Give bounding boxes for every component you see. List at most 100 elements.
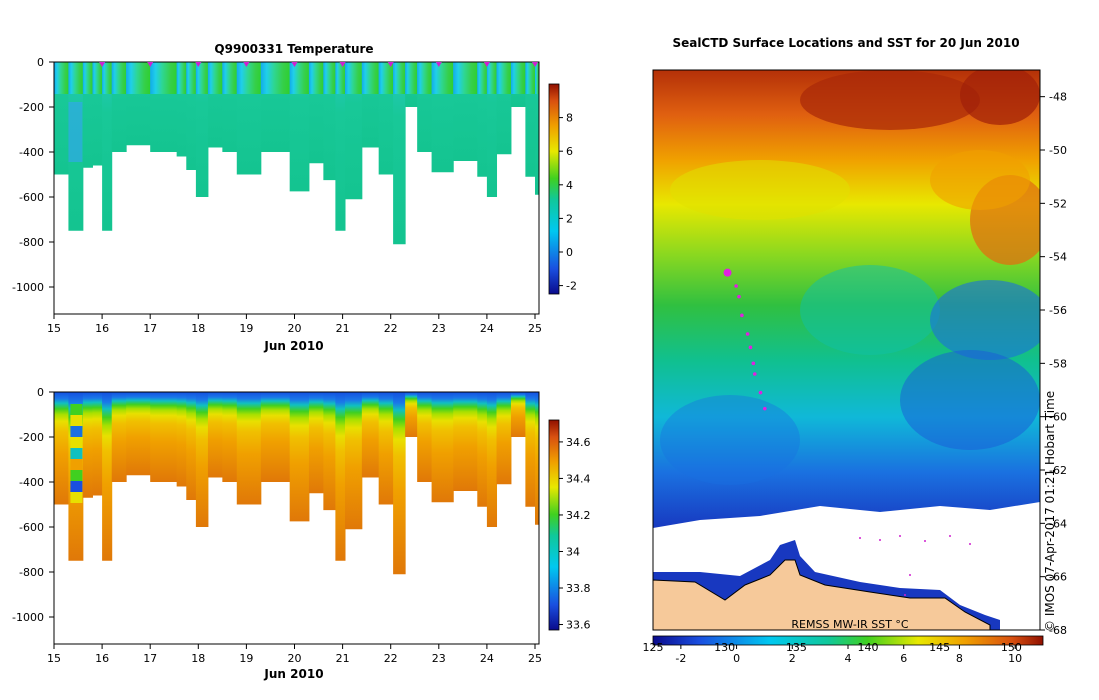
seal-track-point	[748, 345, 753, 350]
temperature-profile-column	[186, 62, 197, 170]
temperature-profile-column	[335, 62, 346, 231]
salinity-anomaly-cell	[70, 481, 83, 492]
sst-warm-patch	[670, 160, 850, 220]
colorbar-tick-label: 34	[566, 545, 580, 558]
x-tick-label: 18	[191, 322, 205, 335]
x-tick-label: 23	[432, 652, 446, 665]
temperature-surface-layer	[186, 62, 197, 94]
lon-tick-label: 145	[929, 641, 950, 654]
salinity-anomaly-cell	[70, 415, 83, 426]
sst-colorbar-tick-label: -2	[675, 652, 686, 665]
temperature-surface-layer	[496, 62, 512, 94]
salinity-colorbar-ticks: 33.6 33.8 34 34.2 34.4 34.6	[559, 436, 591, 632]
salinity-profile-column	[417, 392, 433, 482]
colorbar-tick-label: 6	[566, 145, 573, 158]
sst-cool-patch	[930, 280, 1040, 360]
salinity-profile-column	[82, 392, 93, 498]
y-tick-label: -600	[19, 521, 44, 534]
colorbar-tick-label: 8	[566, 112, 573, 125]
x-tick-label: 18	[191, 652, 205, 665]
temperature-surface-layer	[393, 62, 406, 94]
salinity-anomaly-cell	[70, 470, 83, 481]
temperature-field	[54, 62, 540, 245]
ice-point	[949, 535, 951, 537]
seal-track	[723, 268, 767, 411]
lat-tick-label: -66	[1049, 571, 1067, 584]
temperature-surface-layer	[54, 62, 69, 94]
salinity-profile-column	[345, 392, 363, 530]
ice-point	[879, 539, 881, 541]
temperature-surface-layer	[260, 62, 291, 94]
temperature-profile-column	[477, 62, 488, 177]
x-tick-label: 19	[239, 322, 253, 335]
sst-map-frame	[652, 69, 1041, 631]
lon-tick-label: 140	[858, 641, 879, 654]
colorbar-tick-label: 2	[566, 212, 573, 225]
salinity-anomaly-cell	[70, 492, 83, 503]
salinity-profile-column	[111, 392, 127, 482]
cold-intrusion	[68, 102, 83, 162]
temperature-profile-column	[176, 62, 187, 157]
seal-track-point	[737, 294, 741, 299]
lon-tick-label: 150	[1001, 641, 1022, 654]
x-tick-label: 25	[528, 652, 542, 665]
salinity-anomaly-cell	[70, 426, 83, 437]
salinity-y-axis: 0 -200 -400 -600 -800 -1000	[12, 386, 54, 624]
salinity-profile-column	[54, 392, 69, 505]
lon-tick-label: 130	[714, 641, 735, 654]
sst-map-title: SealCTD Surface Locations and SST for 20…	[672, 36, 1019, 50]
colorbar-tick-label: 33.6	[566, 619, 591, 632]
salinity-profile-column	[525, 392, 536, 507]
temperature-surface-layer	[525, 62, 536, 94]
temperature-section-plot: Q9900331 Temperature 15 16 17 18 19 20 21 22 23 2…	[12, 42, 577, 353]
latitude-axis: -48 -50 -52 -54 -56 -58 -60 -62 -64 -66 -68	[1040, 91, 1067, 637]
temperature-surface-layer	[486, 62, 498, 94]
salinity-profile-column	[126, 392, 151, 476]
salinity-profile-column	[335, 392, 346, 561]
ice-point	[859, 537, 861, 539]
ice-point	[909, 574, 911, 576]
antarctica-land	[653, 559, 991, 630]
profile-marker	[291, 62, 298, 67]
temperature-surface-layer	[68, 62, 84, 94]
lon-tick-label: 125	[643, 641, 664, 654]
temperature-surface-layer	[126, 62, 151, 94]
temperature-title: Q9900331 Temperature	[214, 42, 373, 56]
temperature-surface-layer	[477, 62, 488, 94]
ice-point	[924, 540, 926, 542]
temperature-profile-column	[289, 62, 310, 192]
y-tick-label: -600	[19, 191, 44, 204]
x-tick-label: 25	[528, 322, 542, 335]
temperature-profile-column	[345, 62, 363, 200]
lat-tick-label: -60	[1049, 411, 1067, 424]
ice-point	[904, 594, 906, 596]
salinity-profile-column	[195, 392, 209, 527]
temperature-profile-column	[195, 62, 209, 197]
temperature-profile-column	[486, 62, 498, 197]
temperature-xlabel: Jun 2010	[263, 339, 323, 353]
temperature-surface-layer	[150, 62, 178, 94]
salinity-profile-column	[236, 392, 262, 505]
sst-cool-patch	[900, 350, 1040, 450]
salinity-profile-column	[92, 392, 103, 496]
temperature-surface-layer	[535, 62, 540, 94]
salinity-colorbar	[548, 419, 560, 631]
salinity-profile-column	[431, 392, 454, 503]
sst-colorbar-tick-label: 8	[956, 652, 963, 665]
salinity-profile-column	[308, 392, 324, 494]
temperature-surface-layer	[236, 62, 262, 94]
x-tick-label: 15	[47, 652, 61, 665]
lat-tick-label: -54	[1049, 251, 1067, 264]
lat-tick-label: -48	[1049, 91, 1067, 104]
salinity-profile-column	[477, 392, 488, 507]
salinity-section-plot: 15 16 17 18 19 20 21 22 23 24 25 0 -200 -400 -600 -800…	[12, 386, 590, 681]
x-tick-label: 15	[47, 322, 61, 335]
salinity-profile-column	[405, 392, 418, 437]
y-tick-label: -400	[19, 476, 44, 489]
y-tick-label: -800	[19, 236, 44, 249]
profile-marker	[195, 62, 202, 67]
salinity-anomaly-cell	[70, 448, 83, 459]
x-tick-label: 21	[336, 322, 350, 335]
profile-markers	[99, 62, 538, 67]
